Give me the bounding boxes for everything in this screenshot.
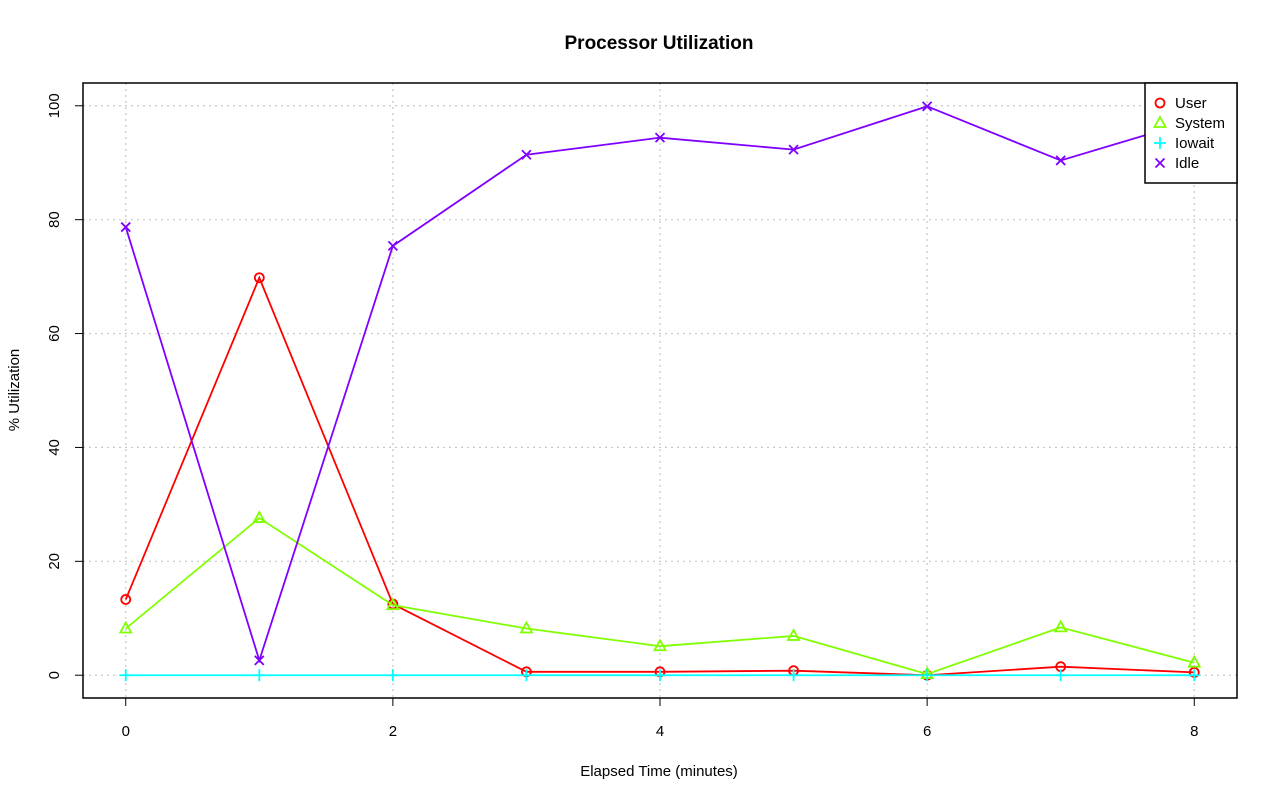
x-tick-label: 4 [656,723,664,740]
data-point-idle [254,655,265,666]
legend-label-iowait: Iowait [1175,135,1215,152]
data-point-user [120,594,132,605]
data-point-iowait [520,669,533,682]
chart-title: Processor Utilization [565,33,754,54]
legend-label-system: System [1175,115,1225,132]
y-tick-label: 100 [46,93,63,118]
legend-marker-iowait [1154,137,1166,149]
data-point-system [652,638,668,652]
legend-marker-system [1152,115,1168,128]
y-axis: 0 20 40 60 80 100 [46,93,83,679]
legend-marker-user [1154,97,1166,109]
data-point-idle [387,240,399,251]
legend: User System Iowait Idle [1144,82,1238,184]
x-tick-label: 2 [389,723,397,740]
x-tick-label: 8 [1190,723,1198,740]
y-tick-label: 60 [46,325,63,342]
data-point-iowait [253,669,266,682]
series-iowait [119,669,1201,682]
data-point-idle [120,221,131,233]
x-tick-label: 0 [122,723,130,740]
data-point-system [385,597,400,611]
legend-label-user: User [1175,95,1207,112]
data-point-system [519,620,534,634]
data-point-iowait [1188,669,1201,682]
x-axis-label: Elapsed Time (minutes) [580,763,738,780]
legend-label-idle: Idle [1175,155,1199,172]
data-point-system [1187,654,1202,668]
grid-lines [83,83,1237,698]
data-point-idle [788,144,799,155]
data-point-iowait [119,669,132,682]
series-layer [118,101,1202,682]
y-axis-label: % Utilization [6,349,23,432]
data-point-iowait [787,669,800,682]
data-point-system [252,510,267,523]
data-point-idle [654,132,666,143]
x-axis: 0 2 4 6 8 [122,698,1198,740]
data-point-idle [921,101,933,112]
x-tick-label: 6 [923,723,931,740]
legend-marker-idle [1154,157,1166,169]
data-point-iowait [654,669,666,682]
series-system [118,510,1202,679]
data-point-iowait [921,669,934,682]
y-tick-label: 0 [46,671,63,679]
data-point-system [786,628,801,641]
data-point-user [253,272,265,284]
y-tick-label: 40 [46,439,63,456]
series-line-system [125,516,1195,676]
data-point-system [1053,619,1068,633]
y-tick-label: 80 [46,211,63,228]
data-point-idle [521,149,532,160]
y-tick-label: 20 [46,553,63,570]
series-line-user [124,275,1195,677]
data-point-iowait [386,669,399,682]
data-point-iowait [1054,669,1067,682]
legend-box [1144,82,1238,184]
data-point-system [118,620,133,634]
data-point-idle [1055,155,1066,166]
